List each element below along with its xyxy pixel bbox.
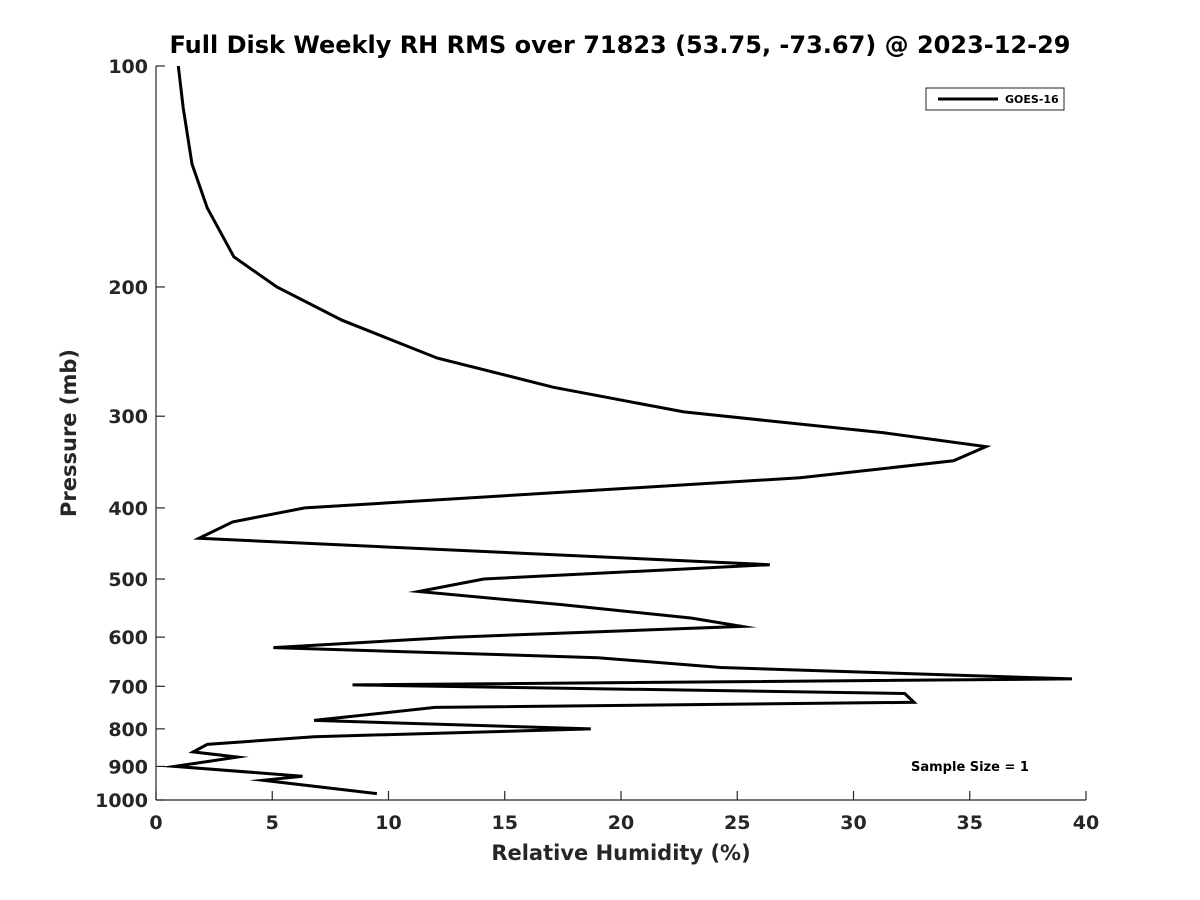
sample-size-annotation: Sample Size = 1 bbox=[911, 760, 1029, 775]
x-tick-label: 0 bbox=[149, 812, 162, 834]
x-tick-label: 10 bbox=[375, 812, 401, 834]
y-tick-label: 600 bbox=[108, 627, 148, 649]
y-tick-label: 800 bbox=[108, 719, 148, 741]
legend-label-goes-16: GOES-16 bbox=[1005, 93, 1059, 106]
x-tick-label: 20 bbox=[608, 812, 634, 834]
y-tick-label: 1000 bbox=[95, 790, 148, 812]
y-tick-label: 900 bbox=[108, 756, 148, 778]
y-axis-label: Pressure (mb) bbox=[57, 349, 81, 517]
y-tick-label: 300 bbox=[108, 406, 148, 428]
y-tick-label: 700 bbox=[108, 676, 148, 698]
x-tick-label: 40 bbox=[1073, 812, 1099, 834]
x-axis-label: Relative Humidity (%) bbox=[491, 841, 750, 865]
x-tick-label: 30 bbox=[840, 812, 866, 834]
legend: GOES-16 bbox=[925, 87, 1065, 111]
x-tick-label: 15 bbox=[492, 812, 518, 834]
y-tick-label: 500 bbox=[108, 569, 148, 591]
series-line-goes-16 bbox=[161, 65, 1073, 796]
chart-title: Full Disk Weekly RH RMS over 71823 (53.7… bbox=[169, 31, 1070, 59]
y-ticks: 100 200 300 400 500 600 700 800 900 1000 bbox=[95, 56, 165, 812]
x-ticks: 0 5 10 15 20 25 30 35 40 bbox=[149, 791, 1099, 834]
y-tick-label: 100 bbox=[108, 56, 148, 78]
x-tick-label: 35 bbox=[957, 812, 983, 834]
x-tick-label: 25 bbox=[724, 812, 750, 834]
x-tick-label: 5 bbox=[266, 812, 279, 834]
y-tick-label: 400 bbox=[108, 498, 148, 520]
y-tick-label: 200 bbox=[108, 277, 148, 299]
series-layer bbox=[161, 65, 1073, 796]
